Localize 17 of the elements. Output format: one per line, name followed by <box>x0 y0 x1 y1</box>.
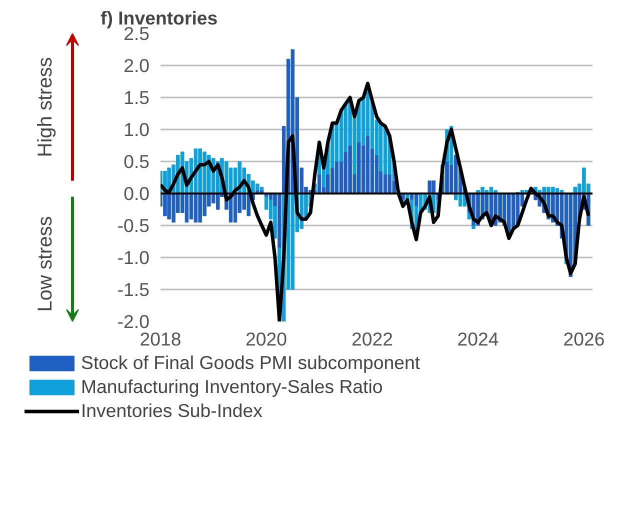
legend-label: Stock of Final Goods PMI subcomponent <box>81 352 420 374</box>
text: Low stress <box>34 216 56 312</box>
x-tick-label: 2020 <box>246 328 288 350</box>
x-tick-label: 2022 <box>351 328 393 350</box>
y-tick-label: -1.5 <box>117 279 150 300</box>
x-tick-label: 2024 <box>457 328 499 350</box>
legend-label: Manufacturing Inventory-Sales Ratio <box>81 376 383 398</box>
y-tick-label: 2.0 <box>124 55 150 76</box>
y-tick-label: 0.0 <box>124 183 150 204</box>
y-tick-label: -1.0 <box>117 247 150 268</box>
y-tick-label: 1.5 <box>124 87 150 108</box>
text: High stress <box>34 57 56 158</box>
y-tick-label: 0.5 <box>124 151 150 172</box>
x-tick-label: 2026 <box>563 328 605 350</box>
y-tick-label: -0.5 <box>117 215 150 236</box>
y-tick-label: 1.0 <box>124 119 150 140</box>
legend-label: Inventories Sub-Index <box>81 400 262 422</box>
